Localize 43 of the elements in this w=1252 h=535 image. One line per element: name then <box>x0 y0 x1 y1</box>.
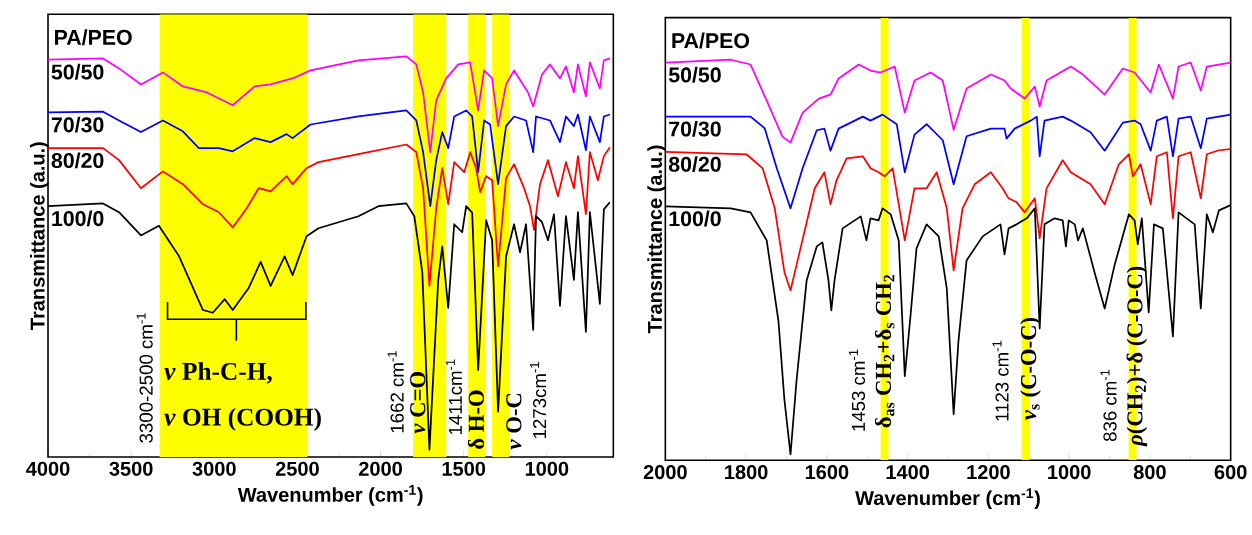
x-tick-label: 1400 <box>886 465 930 480</box>
y-axis-title: Transmittance (a.u.) <box>647 145 666 334</box>
x-tick-label: 600 <box>1214 465 1247 480</box>
x-tick-label: 1600 <box>805 465 849 480</box>
annotation: 1662 cm$^{-1}$ <box>387 351 404 433</box>
series-label: 50/50 <box>51 63 104 80</box>
series-label: 100/0 <box>669 210 721 227</box>
annotation: ν C=O <box>410 371 426 434</box>
legend-title: PA/PEO <box>55 29 132 46</box>
annotation: ν O-C <box>506 393 522 450</box>
annotation: 1453 cm$^{-1}$ <box>848 349 866 431</box>
x-axis-title: Wavenumber (cm$^{-1}$) <box>855 488 1040 510</box>
x-tick-label: 2000 <box>359 461 402 476</box>
x-tick-label: 4000 <box>26 461 70 476</box>
y-axis-title: Transmittance (a.u.) <box>29 142 49 330</box>
x-axis-title: Wavenumber (cm$^{-1}$) <box>237 485 423 506</box>
x-tick-label: 1500 <box>442 461 486 476</box>
x-tick-label: 1000 <box>1048 465 1091 480</box>
x-tick-label: 1200 <box>967 465 1010 480</box>
x-tick-label: 2000 <box>643 465 687 480</box>
annotation: ρ(CH$_{2}$)+δ (C-O-C) <box>1126 266 1148 447</box>
annotation: δ$_{as}$ CH$_{2}$+δ$_{s}$ CH$_{2}$ <box>874 274 895 428</box>
annotation: ν$_{s}$ (C-O-C) <box>1020 317 1041 421</box>
annotation: δ H-O <box>467 390 485 449</box>
series-label: 50/50 <box>668 66 721 83</box>
x-tick-label: 1800 <box>725 465 768 480</box>
annotation: 1123 cm$^{-1}$ <box>992 340 1009 421</box>
x-tick-label: 1000 <box>525 461 569 476</box>
annotation: 1273cm$^{-1}$ <box>530 362 547 439</box>
series-label: 80/20 <box>51 152 104 169</box>
series-label: 100/0 <box>52 210 104 227</box>
x-tick-label: 3500 <box>109 461 153 476</box>
x-tick-label: 2500 <box>275 461 319 476</box>
annotation: ν Ph-C-H, <box>164 362 272 384</box>
x-tick-label: 3000 <box>192 461 236 476</box>
annotation: 1411cm$^{-1}$ <box>445 359 462 435</box>
legend-title: PA/PEO <box>672 32 750 49</box>
x-tick-label: 800 <box>1133 465 1166 480</box>
series-label: 70/30 <box>669 120 721 137</box>
series-label: 70/30 <box>51 116 104 133</box>
annotation: 836 cm$^{-1}$ <box>1100 369 1117 442</box>
series-label: 80/20 <box>668 156 721 172</box>
annotation: 3300-2500 cm$^{-1}$ <box>136 313 153 443</box>
